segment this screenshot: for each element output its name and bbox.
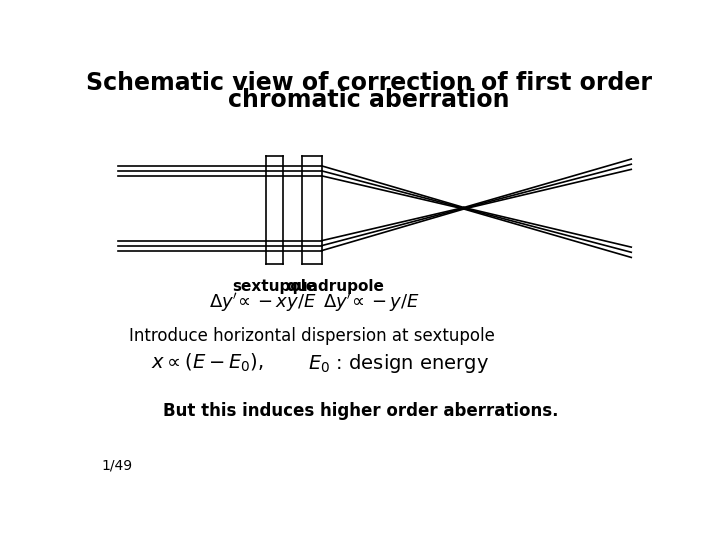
Text: $x \propto (E - E_0),$: $x \propto (E - E_0),$ [151,352,264,374]
Text: sextupole: sextupole [232,279,316,294]
Text: chromatic aberration: chromatic aberration [228,87,510,112]
Text: 1/49: 1/49 [101,458,132,472]
Text: $\Delta y'\!\propto -y/E$: $\Delta y'\!\propto -y/E$ [323,292,420,314]
Text: Schematic view of correction of first order: Schematic view of correction of first or… [86,71,652,95]
Text: $E_0$ : design energy: $E_0$ : design energy [307,352,489,375]
Text: But this induces higher order aberrations.: But this induces higher order aberration… [163,402,558,420]
Text: quadrupole: quadrupole [287,279,384,294]
Text: Introduce horizontal dispersion at sextupole: Introduce horizontal dispersion at sextu… [129,327,495,345]
Text: $\Delta y'\!\propto -xy/E$: $\Delta y'\!\propto -xy/E$ [210,292,317,314]
